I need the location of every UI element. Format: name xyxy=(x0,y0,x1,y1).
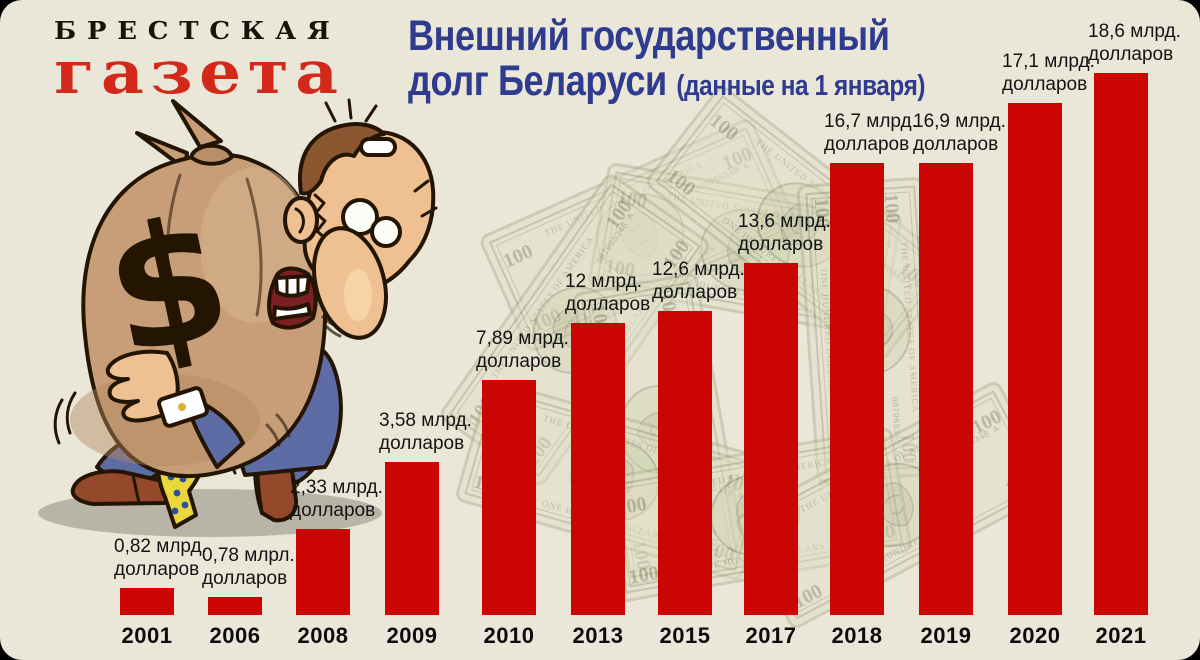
svg-text:100: 100 xyxy=(627,562,660,589)
value-label-2008: 2,33 млрд. долларов xyxy=(290,477,383,521)
value-label-2010: 7,89 млрд. долларов xyxy=(476,328,569,372)
value-label-2019: 16,9 млрд. долларов xyxy=(913,111,1006,155)
newspaper-logo: БРЕСТСКАЯ газета xyxy=(54,16,338,103)
value-label-2021: 18,6 млрд. долларов xyxy=(1088,21,1181,65)
debt-carrier-cartoon: $ xyxy=(38,98,438,537)
value-label-2018: 16,7 млрд. долларов xyxy=(824,111,917,155)
svg-text:987965348 A: 987965348 A xyxy=(889,396,903,457)
logo-line-gazeta: газета xyxy=(54,38,345,108)
svg-text:100: 100 xyxy=(603,255,636,282)
bar-2018 xyxy=(830,163,884,615)
ear xyxy=(283,196,319,244)
year-label-2018: 2018 xyxy=(831,623,883,648)
value-label-2017: 13,6 млрд. долларов xyxy=(738,211,831,255)
year-label-2015: 2015 xyxy=(659,623,711,648)
grimacing-mouth xyxy=(267,266,318,330)
value-label-2006: 0,78 млрл. долларов xyxy=(202,545,295,589)
year-label-2020: 2020 xyxy=(1009,623,1061,648)
value-label-2013: 12 млрд. долларов xyxy=(565,271,651,315)
year-label-2013: 2013 xyxy=(572,623,624,648)
year-label-2019: 2019 xyxy=(920,623,972,648)
svg-text:100: 100 xyxy=(615,186,648,213)
svg-text:100: 100 xyxy=(628,538,655,571)
title-line-2: долг Беларуси (данные на 1 января) xyxy=(408,57,926,105)
spectacles xyxy=(359,137,397,157)
year-label-2010: 2010 xyxy=(483,623,535,648)
year-label-2021: 2021 xyxy=(1095,623,1147,648)
bar-2020 xyxy=(1008,103,1062,615)
tremble-lines xyxy=(65,391,77,435)
value-label-2001: 0,82 млрд. долларов xyxy=(114,536,207,580)
title-line-1: Внешний государственный xyxy=(408,12,890,60)
year-label-2017: 2017 xyxy=(745,623,797,648)
chart-title: Внешний государственный долг Беларуси (д… xyxy=(408,14,1024,109)
year-label-2009: 2009 xyxy=(386,623,438,648)
svg-text:100: 100 xyxy=(810,197,834,228)
head xyxy=(267,98,438,340)
year-label-2001: 2001 xyxy=(121,623,173,648)
year-label-2006: 2006 xyxy=(209,623,261,648)
value-label-2015: 12,6 млрд. долларов xyxy=(652,259,745,303)
title-note: (данные на 1 января) xyxy=(676,70,926,102)
nape-braid xyxy=(313,193,328,241)
value-label-2009: 3,58 млрд. долларов xyxy=(379,410,472,454)
strain-marks xyxy=(413,179,430,193)
bar-2015 xyxy=(658,311,712,615)
year-label-2008: 2008 xyxy=(297,623,349,648)
bar-2001 xyxy=(120,588,174,615)
value-label-2020: 17,1 млрд. долларов xyxy=(1002,51,1095,95)
bar-2006 xyxy=(208,597,262,615)
bar-2017 xyxy=(744,263,798,615)
svg-text:100: 100 xyxy=(896,432,920,463)
bar-2010 xyxy=(482,380,536,615)
bar-2013 xyxy=(571,323,625,615)
bar-2008 xyxy=(296,529,350,615)
bar-2009 xyxy=(385,462,439,615)
sleeve xyxy=(188,399,245,469)
bar-2021 xyxy=(1094,73,1148,615)
bar-2019 xyxy=(919,163,973,615)
logo-line-brestskaya: БРЕСТСКАЯ xyxy=(54,16,341,45)
